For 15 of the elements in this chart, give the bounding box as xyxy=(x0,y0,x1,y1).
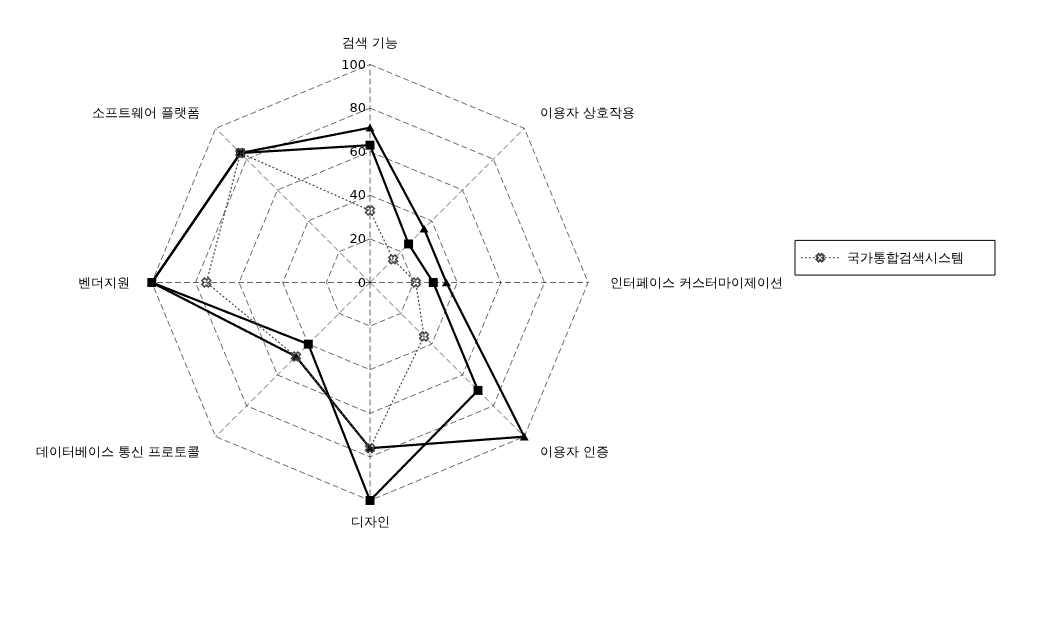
spoke-label: 인터페이스 커스터마이제이션 xyxy=(610,274,784,290)
spoke-label: 검색 기능 xyxy=(341,34,399,50)
legend-label: 국가통합검색시스템 xyxy=(847,249,965,265)
y-tick-label: 0 xyxy=(357,274,366,290)
spoke-label: 소프트웨어 플랫폼 xyxy=(92,104,201,120)
spoke-label: 이용자 인증 xyxy=(539,444,609,460)
spoke-label: 벤더지원 xyxy=(78,274,130,290)
y-tick-label: 20 xyxy=(349,230,366,246)
spoke-label: 이용자 상호작용 xyxy=(539,104,635,120)
y-tick-label: 60 xyxy=(349,143,366,159)
y-tick-label: 80 xyxy=(349,100,366,116)
y-tick-label: 100 xyxy=(341,56,366,72)
y-tick-label: 40 xyxy=(349,187,366,203)
spoke-label: 디자인 xyxy=(350,514,390,530)
spoke-label: 데이터베이스 통신 프로토콜 xyxy=(36,444,201,460)
